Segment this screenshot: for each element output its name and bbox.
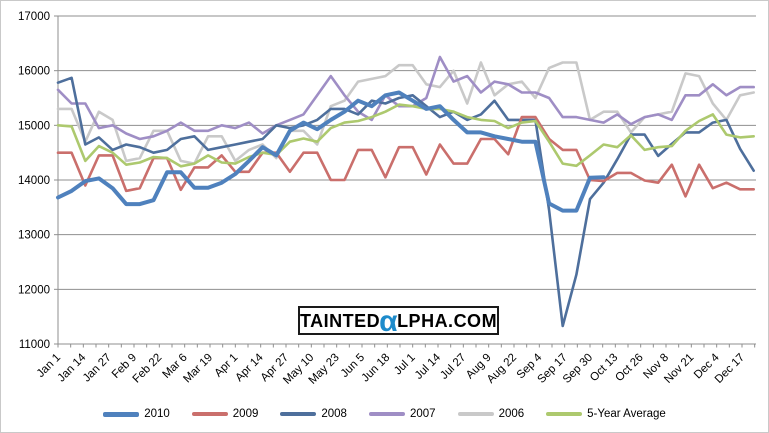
legend-label: 2007 bbox=[409, 408, 436, 420]
y-axis-label: 16000 bbox=[18, 66, 50, 78]
legend-label: 2010 bbox=[144, 408, 170, 420]
x-axis-label: Jun 18 bbox=[360, 352, 393, 385]
legend-item-2006: 2006 bbox=[457, 408, 525, 420]
legend-item-2009: 2009 bbox=[191, 408, 259, 420]
y-axis-label: 13000 bbox=[18, 230, 50, 242]
legend-item-2008: 2008 bbox=[280, 408, 347, 420]
y-axis-label: 11000 bbox=[19, 339, 50, 351]
legend-swatch bbox=[457, 412, 494, 416]
x-axis-label: Feb 22 bbox=[131, 352, 165, 386]
legend-label: 5-Year Average bbox=[587, 408, 666, 420]
series-line-5-year-average bbox=[56, 103, 756, 168]
legend-swatch bbox=[191, 412, 228, 416]
legend-swatch bbox=[280, 412, 317, 416]
chart-legend: 2010 2009 2008 2007 2006 5-Year Average bbox=[1, 402, 768, 426]
legend-swatch bbox=[546, 412, 583, 416]
watermark-text-post: lpha.com bbox=[397, 310, 498, 331]
watermark-text-pre: Tainted bbox=[299, 310, 381, 331]
series-line-2010 bbox=[56, 90, 606, 213]
x-axis-label: Jul 27 bbox=[438, 352, 468, 382]
legend-label: 2006 bbox=[498, 408, 525, 420]
x-axis-label: Jan 27 bbox=[81, 352, 114, 385]
legend-label: 2008 bbox=[321, 408, 347, 420]
x-axis-label: Mar 19 bbox=[181, 352, 215, 386]
y-axis-label: 17000 bbox=[18, 11, 50, 23]
x-axis-label: Jul 14 bbox=[413, 351, 444, 382]
watermark-box: Tainted α lpha.com bbox=[298, 304, 499, 338]
legend-item-2010: 2010 bbox=[103, 408, 170, 420]
legend-label: 2009 bbox=[232, 408, 259, 420]
y-axis-label: 12000 bbox=[18, 284, 50, 296]
legend-item-2007: 2007 bbox=[368, 408, 436, 420]
legend-item-5-year-average: 5-Year Average bbox=[546, 408, 666, 420]
y-axis-label: 15000 bbox=[18, 120, 50, 132]
legend-swatch bbox=[103, 411, 140, 417]
legend-swatch bbox=[368, 412, 405, 416]
x-axis-label: Oct 26 bbox=[613, 352, 645, 384]
y-axis-label: 14000 bbox=[18, 175, 50, 187]
